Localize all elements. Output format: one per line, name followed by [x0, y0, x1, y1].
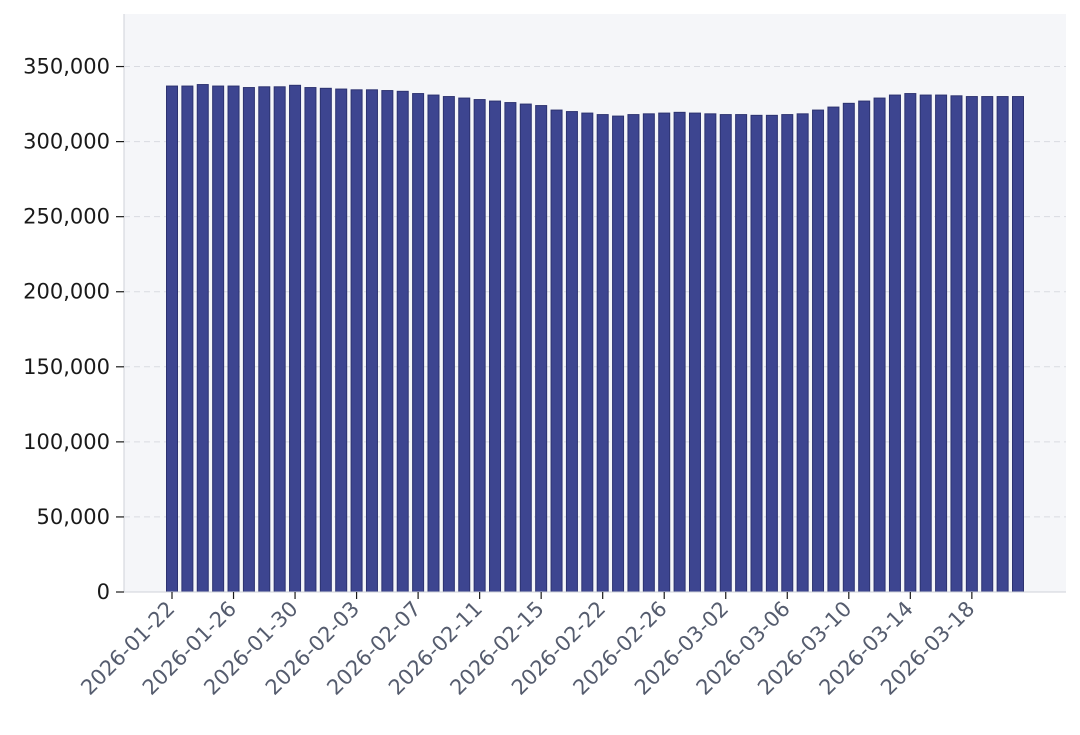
- bar: [642, 113, 655, 593]
- bar: [335, 88, 348, 593]
- y-tick-label: 350,000: [23, 55, 110, 79]
- bar: [181, 85, 194, 593]
- bar: [258, 86, 271, 593]
- bar: [965, 96, 978, 593]
- bar: [935, 94, 948, 593]
- bar: [427, 94, 440, 593]
- bar: [796, 113, 809, 593]
- y-tick-label: 0: [97, 580, 110, 604]
- bar: [612, 115, 625, 593]
- bar: [504, 102, 517, 593]
- bar: [565, 111, 578, 593]
- bar: [489, 100, 502, 593]
- bar: [473, 99, 486, 593]
- bar: [904, 93, 917, 593]
- bar: [519, 103, 532, 593]
- bar: [289, 84, 302, 593]
- bar: [396, 90, 409, 593]
- y-tick-label: 50,000: [37, 505, 110, 529]
- bar: [227, 85, 240, 593]
- bar: [458, 97, 471, 593]
- bar: [381, 90, 394, 593]
- y-tick-label: 150,000: [23, 355, 110, 379]
- bar: [581, 112, 594, 593]
- bar: [827, 106, 840, 593]
- bar: [166, 85, 178, 593]
- bar: [781, 114, 794, 593]
- y-tick-label: 100,000: [23, 430, 110, 454]
- x-tick-labels: 2026-01-222026-01-262026-01-302026-02-03…: [76, 592, 979, 700]
- bar: [950, 95, 963, 593]
- bar: [996, 96, 1009, 593]
- bar: [735, 114, 748, 593]
- y-tick-labels: 0 50,000 100,000 150,000 200,000 250,000 300,0…: [23, 55, 124, 604]
- bar: [812, 109, 825, 593]
- bar: [627, 114, 640, 593]
- bar: [919, 94, 932, 593]
- bars: [166, 84, 1024, 593]
- bar: [842, 102, 855, 593]
- bar: [673, 111, 686, 593]
- bar: [350, 89, 363, 593]
- bar: [1012, 96, 1024, 593]
- y-tick-label: 200,000: [23, 280, 110, 304]
- bar: [888, 94, 901, 593]
- bar: [719, 114, 732, 593]
- bar: [750, 114, 763, 593]
- bar: [319, 87, 332, 593]
- bar: [596, 114, 609, 593]
- bar: [873, 97, 886, 593]
- bar: [704, 113, 717, 593]
- y-tick-label: 250,000: [23, 205, 110, 229]
- bar: [535, 105, 548, 593]
- bar: [242, 87, 255, 593]
- bar: [212, 85, 225, 593]
- bar: [550, 109, 563, 593]
- bar: [196, 84, 209, 593]
- bar: [765, 114, 778, 593]
- bar: [688, 112, 701, 593]
- axes: [123, 14, 1066, 593]
- bar: [273, 86, 286, 593]
- bar: [442, 96, 455, 593]
- bar: [981, 96, 994, 593]
- bar: [858, 100, 871, 593]
- bar: [658, 112, 671, 593]
- y-tick-label: 300,000: [23, 130, 110, 154]
- bar: [304, 87, 317, 593]
- bar: [412, 93, 425, 593]
- bar: [365, 89, 378, 593]
